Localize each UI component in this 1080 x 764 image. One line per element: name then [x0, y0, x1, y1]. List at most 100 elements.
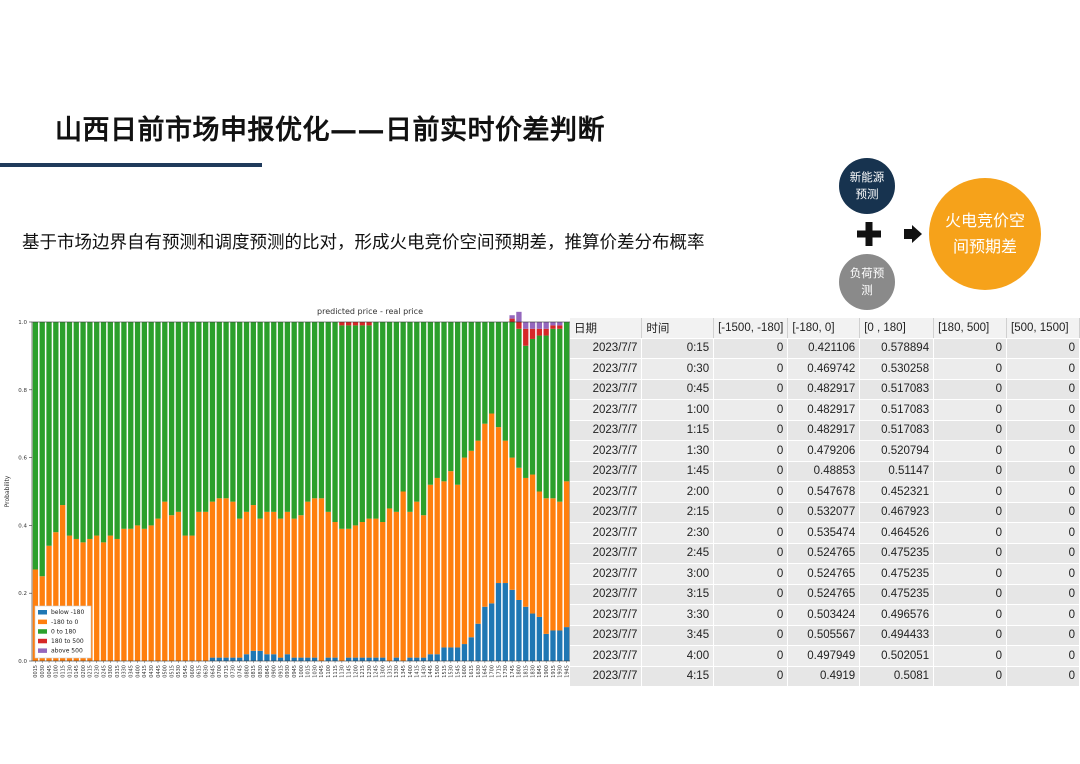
- table-cell: 0: [933, 522, 1007, 544]
- bar-segment: [346, 325, 352, 529]
- table-cell: 0: [1006, 502, 1080, 523]
- table-cell: 0.520794: [859, 440, 935, 462]
- table-cell: 0: [1006, 543, 1080, 564]
- bar-segment: [230, 657, 236, 661]
- bar-segment: [502, 440, 508, 584]
- x-tick-label: 0030: [40, 665, 46, 678]
- x-tick-label: 0330: [122, 665, 128, 678]
- bar-segment: [414, 657, 420, 661]
- table-cell: 0.524765: [787, 563, 861, 585]
- bar-segment: [550, 630, 556, 661]
- table-cell: 4:00: [641, 645, 715, 667]
- legend-swatch: [38, 648, 47, 653]
- table-cell: 0: [713, 461, 789, 482]
- x-tick-label: 1600: [462, 665, 468, 678]
- bar-segment: [516, 467, 522, 600]
- table-row: 2023/7/7 0:45 0 0.482917 0.517083 0 0: [570, 379, 1080, 400]
- table-cell: 0.48853: [787, 461, 861, 482]
- legend-label: -180 to 0: [51, 619, 78, 626]
- bar-segment: [380, 657, 386, 661]
- bar-segment: [80, 322, 86, 543]
- bar-segment: [550, 325, 556, 329]
- table-cell: 2023/7/7: [570, 666, 643, 687]
- x-tick-label: 1400: [408, 665, 414, 678]
- table-cell: 2023/7/7: [570, 563, 643, 585]
- table-cell: 1:15: [641, 420, 715, 441]
- bar-segment: [400, 491, 406, 661]
- bar-segment: [557, 328, 563, 502]
- bar-segment: [509, 457, 515, 590]
- bar-segment: [87, 322, 93, 539]
- table-row: 2023/7/7 0:30 0 0.469742 0.530258 0 0: [570, 358, 1080, 380]
- bar-segment: [346, 322, 352, 326]
- legend-swatch: [38, 619, 47, 625]
- table-header-cell: [500, 1500]: [1006, 318, 1080, 339]
- bar-segment: [366, 518, 372, 658]
- x-tick-label: 1030: [312, 665, 318, 678]
- bar-segment: [121, 528, 127, 661]
- bar-segment: [209, 657, 216, 661]
- bar-segment: [94, 322, 100, 536]
- bar-segment: [168, 515, 175, 661]
- bar-segment: [298, 322, 304, 516]
- bar-segment: [59, 322, 66, 506]
- bar-segment: [257, 518, 263, 651]
- table-cell: 0.421106: [787, 338, 861, 359]
- x-tick-label: 1615: [469, 665, 475, 678]
- x-tick-label: 0615: [197, 665, 203, 678]
- bar-segment: [482, 423, 488, 607]
- table-cell: 0.479206: [787, 440, 861, 462]
- load-forecast-circle: 负荷预测: [839, 254, 895, 310]
- bar-segment: [543, 322, 549, 329]
- table-cell: 1:45: [641, 461, 715, 482]
- x-tick-label: 0400: [135, 665, 141, 678]
- table-cell: 0: [933, 420, 1007, 441]
- bar-segment: [482, 322, 488, 424]
- bar-segment: [305, 501, 311, 658]
- bar-segment: [434, 322, 440, 478]
- table-cell: 0.482917: [787, 399, 861, 421]
- table-row: 2023/7/7 1:15 0 0.482917 0.517083 0 0: [570, 420, 1080, 441]
- table-cell: 0.467923: [859, 502, 935, 523]
- bar-segment: [291, 322, 297, 519]
- bar-segment: [237, 657, 243, 661]
- x-tick-label: 0845: [265, 665, 271, 678]
- bar-segment: [250, 322, 256, 506]
- bar-segment: [523, 477, 529, 607]
- bar-segment: [264, 654, 270, 661]
- bar-segment: [114, 322, 120, 539]
- x-tick-label: 0115: [60, 665, 66, 678]
- bar-segment: [66, 535, 73, 661]
- bar-segment: [339, 322, 345, 326]
- x-tick-label: 1330: [394, 665, 400, 678]
- bar-segment: [523, 322, 529, 329]
- x-tick-label: 1700: [489, 665, 495, 678]
- x-tick-label: 0300: [108, 665, 114, 678]
- table-row: 2023/7/7 1:30 0 0.479206 0.520794 0 0: [570, 440, 1080, 462]
- bar-segment: [155, 322, 161, 519]
- bar-segment: [427, 654, 434, 661]
- table-cell: 0: [713, 358, 789, 380]
- x-tick-label: 1315: [387, 665, 393, 678]
- bar-segment: [441, 322, 447, 482]
- x-tick-label: 1645: [483, 665, 489, 678]
- x-tick-label: 1415: [415, 665, 421, 678]
- x-tick-label: 1215: [360, 665, 366, 678]
- bar-segment: [141, 528, 148, 661]
- bar-segment: [257, 322, 263, 519]
- x-tick-label: 1900: [544, 665, 550, 678]
- bar-segment: [414, 501, 420, 658]
- bar-segment: [393, 657, 399, 661]
- table-cell: 0.4919: [787, 666, 861, 687]
- table-cell: 0: [713, 502, 789, 523]
- x-tick-label: 1130: [340, 665, 346, 678]
- bar-segment: [516, 322, 522, 329]
- bar-segment: [80, 542, 86, 661]
- bar-segment: [196, 511, 202, 661]
- bar-segment: [339, 325, 345, 529]
- bar-segment: [529, 328, 536, 339]
- bar-segment: [277, 322, 284, 519]
- x-tick-label: 0945: [292, 665, 298, 678]
- table-cell: 2023/7/7: [570, 379, 643, 400]
- title-underline: [0, 163, 262, 167]
